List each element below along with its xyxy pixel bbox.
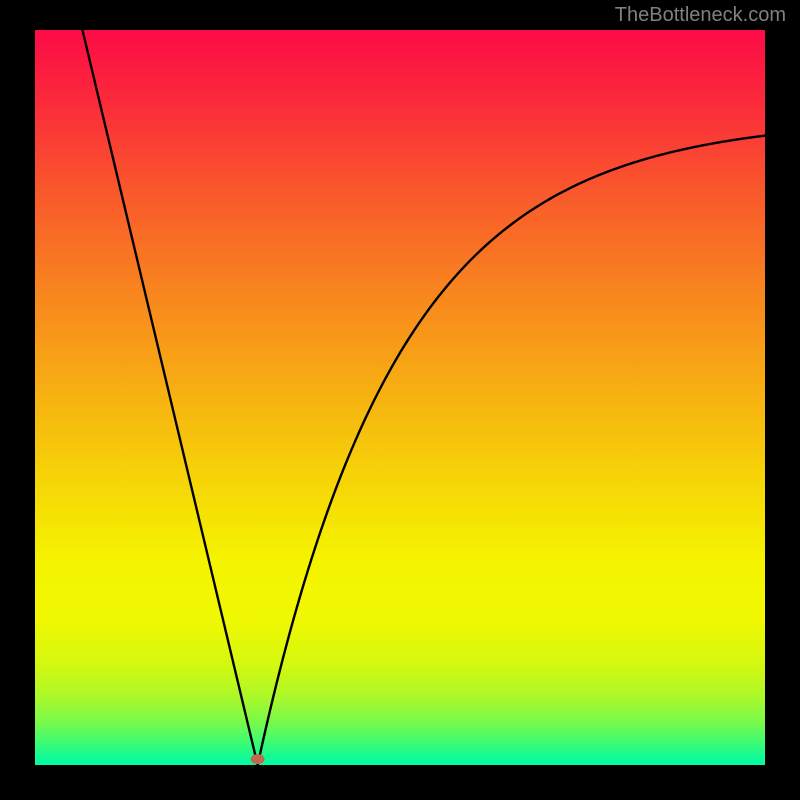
- watermark-text: TheBottleneck.com: [615, 4, 786, 27]
- minimum-marker: [251, 754, 265, 764]
- plot-area: [35, 30, 765, 765]
- gradient-background: [35, 30, 765, 765]
- plot-svg: [35, 30, 765, 765]
